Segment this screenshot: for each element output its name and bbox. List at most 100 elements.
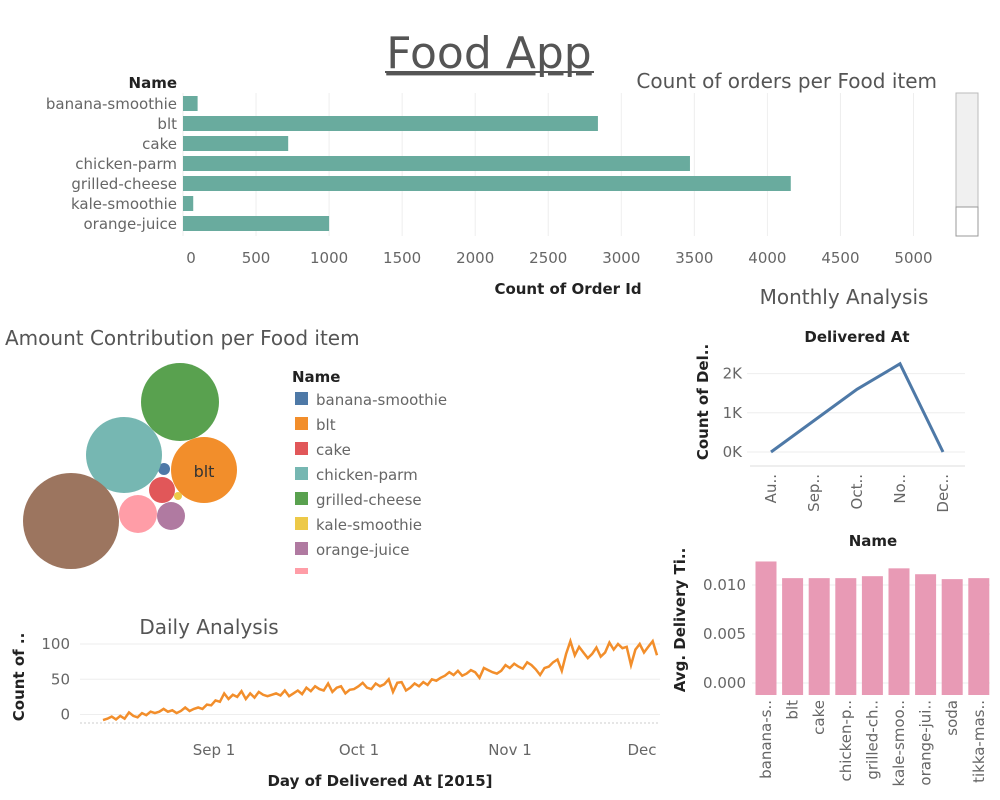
bar-chart-bars: [183, 96, 791, 231]
bar-x-tick-1000: 1000: [310, 249, 348, 267]
delivery-bar-8: [968, 578, 990, 695]
bar-chart-x-axis-label: Count of Order Id: [494, 280, 641, 298]
bar-chart-scrollbar-thumb[interactable]: [955, 206, 979, 237]
bar-category-chicken-parm: chicken-parm: [75, 155, 177, 173]
daily-chart-title: Daily Analysis: [139, 615, 278, 639]
bar-category-blt: blt: [157, 115, 177, 133]
bar-x-tick-500: 500: [242, 249, 271, 267]
bar-x-tick-3000: 3000: [602, 249, 640, 267]
delivery-x-tick-0: banana-s..: [757, 700, 775, 779]
legend-swatch-blt: [295, 417, 308, 430]
monthly-x-tick-2: Oct..: [848, 474, 866, 509]
monthly-section-title: Monthly Analysis: [760, 285, 929, 309]
daily-y-axis-label: Count of ..: [10, 633, 28, 722]
legend-label-orange-juice: orange-juice: [316, 541, 410, 559]
delivery-bar-4: [861, 576, 883, 695]
bubble-kale-smoothie: [174, 492, 182, 500]
delivery-chart-x-ticks: banana-s.. blt cake chicken-p.. grilled-ch..…: [757, 700, 988, 787]
legend-swatch-orange-juice: [295, 542, 308, 555]
delivery-y-tick-0: 0.000: [703, 674, 746, 692]
bubble-chicken-parm: [86, 417, 162, 493]
monthly-chart-title: Delivered At: [804, 328, 909, 346]
monthly-x-tick-0: Au..: [762, 474, 780, 503]
monthly-x-tick-1: Sep..: [805, 474, 823, 512]
monthly-x-tick-4: Dec..: [934, 474, 952, 513]
bar-category-banana-smoothie: banana-smoothie: [46, 95, 177, 113]
bubble-label-blt: blt: [194, 462, 215, 481]
bubble-grilled-cheese: [141, 363, 219, 441]
daily-chart-y-ticks: 0 50 100: [41, 635, 70, 724]
delivery-x-tick-8: tikka-mas..: [970, 700, 988, 783]
delivery-bar-1: [782, 578, 804, 695]
legend-swatch-banana-smoothie: [295, 392, 308, 405]
legend-swatch-cake: [295, 442, 308, 455]
daily-y-tick-100: 100: [41, 635, 70, 653]
delivery-y-axis-label: Avg. Delivery Ti..: [671, 548, 689, 693]
delivery-bar-7: [941, 579, 963, 695]
legend-label-grilled-cheese: grilled-cheese: [316, 491, 422, 509]
monthly-y-tick-0K: 0K: [723, 443, 744, 461]
bar-x-tick-4000: 4000: [748, 249, 786, 267]
delivery-x-tick-1: blt: [784, 700, 802, 720]
daily-x-tick-3: Dec: [627, 741, 656, 759]
bubble-chart-bubbles: [23, 363, 237, 569]
bar-x-tick-4500: 4500: [821, 249, 859, 267]
daily-chart-x-ticks: Sep 1 Oct 1 Nov 1 Dec: [193, 741, 657, 759]
bar-x-tick-0: 0: [186, 249, 196, 267]
bar-category-grilled-cheese: grilled-cheese: [71, 175, 177, 193]
bar-category-orange-juice: orange-juice: [83, 215, 177, 233]
daily-y-tick-0: 0: [60, 706, 70, 724]
daily-chart-gridlines: [80, 643, 660, 724]
delivery-x-tick-4: grilled-ch..: [863, 700, 881, 780]
delivery-bar-0: [755, 561, 777, 695]
delivery-y-tick-1: 0.005: [703, 625, 746, 643]
delivery-chart-y-ticks: 0.000 0.005 0.010: [703, 576, 746, 692]
delivery-bar-3: [835, 578, 857, 695]
bubble-item-8: [23, 473, 119, 569]
bar-cake: [183, 136, 289, 151]
bubble-legend: banana-smoothie blt cake chicken-parm grille…: [295, 391, 447, 574]
legend-swatch-kale-smoothie: [295, 517, 308, 530]
bar-x-tick-2500: 2500: [529, 249, 567, 267]
bar-banana-smoothie: [183, 96, 198, 111]
daily-x-axis-label: Day of Delivered At [2015]: [267, 772, 492, 790]
monthly-chart-x-ticks: Au.. Sep.. Oct.. No.. Dec..: [762, 474, 952, 513]
bar-chart-category-labels: banana-smoothie blt cake chicken-parm grille…: [46, 95, 177, 233]
daily-y-tick-50: 50: [51, 670, 70, 688]
delivery-bar-6: [915, 574, 937, 695]
monthly-chart-gridlines: [747, 373, 965, 467]
daily-line: [102, 637, 659, 722]
delivery-x-tick-3: chicken-p..: [837, 700, 855, 782]
monthly-chart-series: [770, 361, 945, 454]
legend-swatch-grilled-cheese: [295, 492, 308, 505]
bar-x-tick-5000: 5000: [894, 249, 932, 267]
legend-swatch-partial: [295, 568, 308, 574]
bubble-banana-smoothie: [158, 463, 170, 475]
delivery-y-tick-2: 0.010: [703, 576, 746, 594]
bubble-blt: [171, 437, 237, 503]
legend-label-chicken-parm: chicken-parm: [316, 466, 418, 484]
bar-grilled-cheese: [183, 176, 791, 191]
delivery-x-tick-6: orange-jui..: [917, 700, 935, 786]
bar-category-kale-smoothie: kale-smoothie: [71, 195, 177, 213]
bar-kale-smoothie: [183, 196, 194, 211]
bubble-cake: [149, 477, 175, 503]
bar-category-cake: cake: [142, 135, 177, 153]
monthly-line: [770, 361, 945, 454]
delivery-bar-2: [808, 578, 830, 695]
monthly-y-tick-1K: 1K: [723, 404, 744, 422]
bar-x-tick-2000: 2000: [456, 249, 494, 267]
legend-label-kale-smoothie: kale-smoothie: [316, 516, 422, 534]
bar-chart-x-ticks: 0 500 1000 1500 2000 2500 3000 3500 4000 4500 5000: [186, 249, 932, 267]
monthly-y-axis-label: Count of Del..: [694, 344, 712, 460]
monthly-y-tick-2K: 2K: [723, 365, 744, 383]
delivery-bar-5: [888, 568, 910, 695]
daily-x-tick-1: Oct 1: [339, 741, 379, 759]
bar-chicken-parm: [183, 156, 690, 171]
bar-orange-juice: [183, 216, 330, 231]
delivery-x-tick-5: kale-smoo..: [890, 700, 908, 786]
bar-blt: [183, 116, 598, 131]
bubble-chart-title: Amount Contribution per Food item: [5, 326, 360, 350]
daily-chart-series: [102, 637, 659, 722]
